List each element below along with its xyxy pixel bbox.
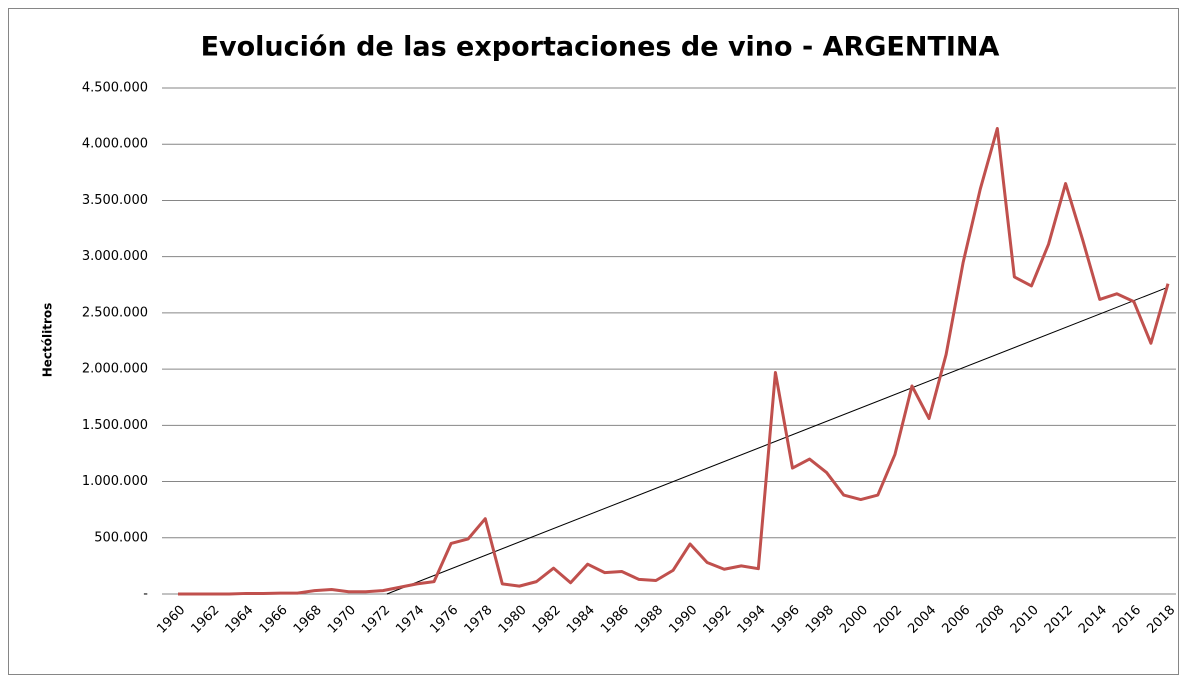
y-axis-label: Hectólitros — [41, 303, 55, 378]
y-tick-label: 4.000.000 — [82, 137, 148, 152]
y-tick-label: 3.000.000 — [82, 249, 148, 264]
y-tick-label: - — [143, 587, 148, 602]
y-tick-label: 2.500.000 — [82, 305, 148, 320]
data-line — [178, 126, 1170, 596]
y-tick-label: 2.000.000 — [82, 362, 148, 377]
y-tick-label: 3.500.000 — [82, 193, 148, 208]
trendline — [386, 286, 1169, 595]
y-tick-label: 4.500.000 — [82, 81, 148, 96]
y-tick-label: 1.000.000 — [82, 474, 148, 489]
y-tick-label: 500.000 — [94, 530, 148, 545]
y-tick-label: 1.500.000 — [82, 418, 148, 433]
chart-frame — [8, 8, 1179, 675]
chart-title: Evolución de las exportaciones de vino -… — [201, 32, 1000, 63]
